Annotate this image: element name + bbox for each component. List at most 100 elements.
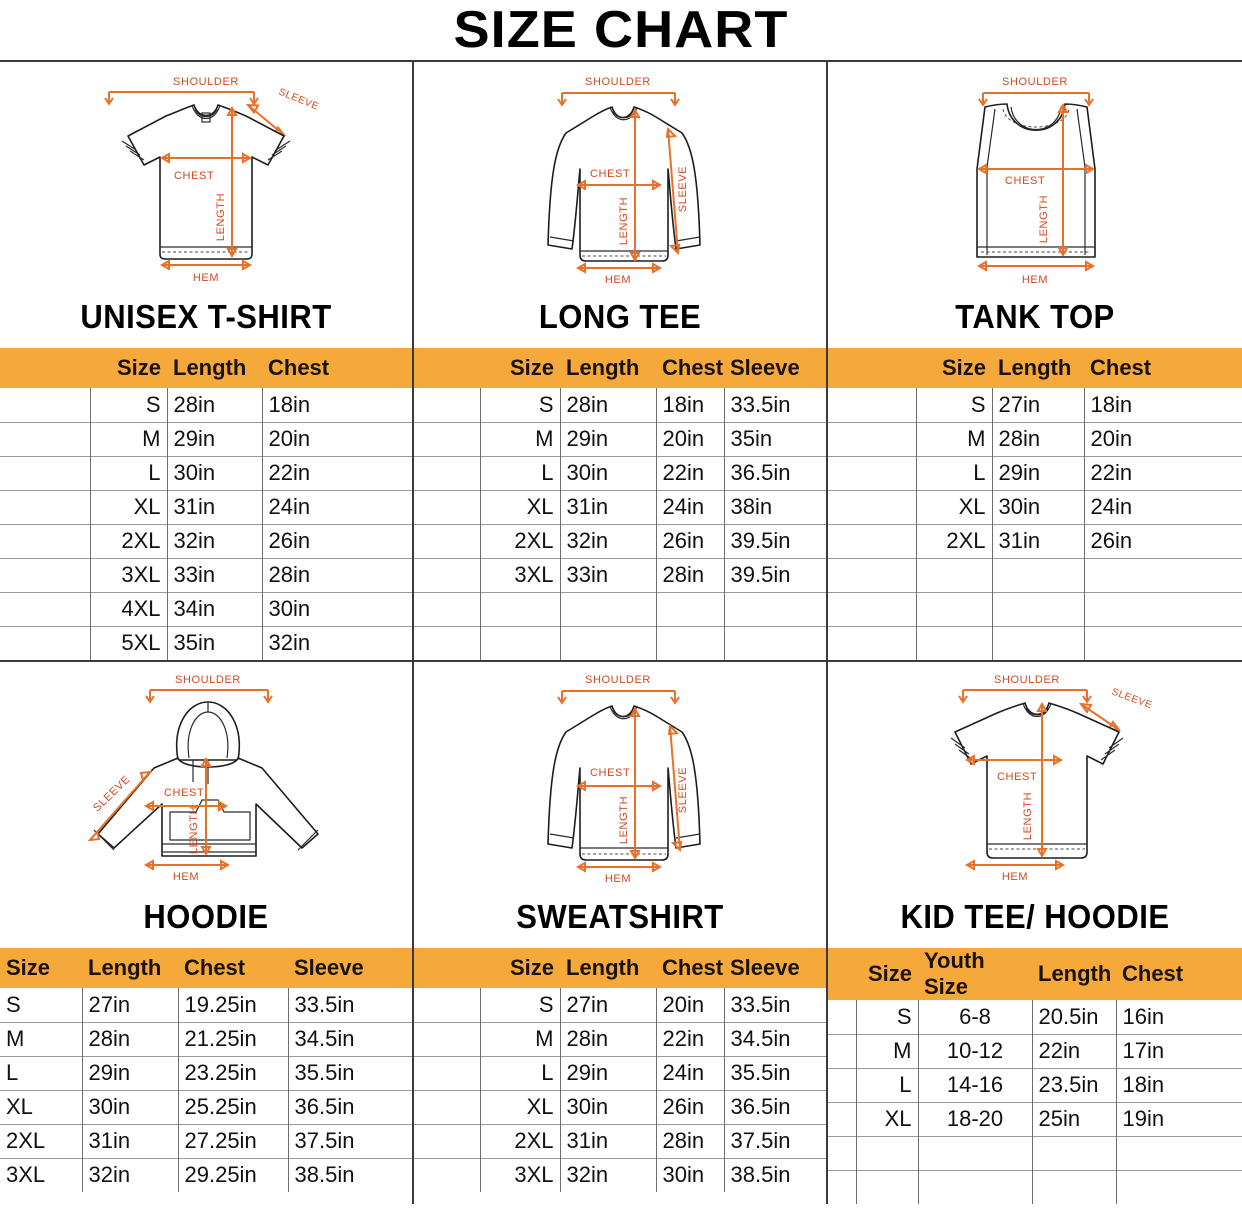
cell-length: 20.5in: [1032, 1000, 1117, 1034]
cell-length: 25in: [1032, 1101, 1117, 1136]
cell-length: 32in: [167, 523, 263, 558]
panel-label: LONG TEE: [538, 298, 702, 335]
table-row: XL 31in 24in: [0, 489, 412, 524]
cell-chest: 24in: [262, 489, 412, 524]
table-row: S 27in 19.25in 33.5in: [0, 988, 412, 1022]
cell-size: XL: [90, 489, 168, 524]
col-header-size: Size: [90, 348, 167, 388]
cell-length: 29in: [167, 421, 263, 456]
col-header-length: Length: [82, 948, 178, 988]
cell-length: 23.5in: [1032, 1067, 1117, 1102]
sweatshirt-diagram-icon: SHOULDER CHEST LENGTH SLEEVE: [414, 662, 826, 892]
panel-label: KID TEE/ HOODIE: [900, 898, 1170, 935]
table-row: L 29in 23.25in 35.5in: [0, 1055, 412, 1090]
cell-size: XL: [916, 489, 993, 524]
table-row: L 29in 22in: [828, 455, 1242, 490]
size-table-kid-tee-hoodie: Size Youth Size Length Chest S 6-8 20.5in 1…: [828, 948, 1242, 1204]
cell-sleeve: 34.5in: [288, 1021, 412, 1056]
cell-length: 34in: [167, 591, 263, 626]
panel-row-top: SHOULDER SLEEVE: [0, 62, 1242, 660]
dim-chest-label: CHEST: [590, 168, 630, 180]
cell-size: L: [916, 455, 993, 490]
cell-size: L: [480, 455, 561, 490]
cell-chest: 27.25in: [178, 1123, 289, 1158]
dim-shoulder-label: SHOULDER: [585, 76, 651, 88]
cell-chest: 18in: [656, 388, 725, 422]
cell-sleeve: 35.5in: [724, 1055, 826, 1090]
table-row: XL 31in 24in 38in: [414, 489, 826, 524]
cell-chest: 26in: [1084, 523, 1242, 558]
cell-size: S: [916, 388, 993, 422]
dim-sleeve-label: SLEEVE: [277, 87, 321, 113]
table-row: 2XL 31in 26in: [828, 523, 1242, 558]
cell-size: L: [0, 1055, 83, 1090]
page-title: SIZE CHART: [453, 1, 789, 59]
table-row: 4XL 34in 30in: [0, 591, 412, 626]
cell-length: 29in: [992, 455, 1085, 490]
table-header-row: Size Length Chest: [828, 348, 1242, 388]
cell-sleeve: 35in: [724, 421, 826, 456]
panel-sweatshirt: SHOULDER CHEST LENGTH SLEEVE: [414, 662, 828, 1204]
cell-size: 5XL: [90, 625, 168, 660]
table-row: 2XL 32in 26in: [0, 523, 412, 558]
table-row: M 10-12 22in 17in: [828, 1033, 1242, 1068]
dim-sleeve-label: SLEEVE: [677, 166, 689, 212]
table-row: M 28in 22in 34.5in: [414, 1021, 826, 1056]
table-row: 3XL 32in 30in 38.5in: [414, 1157, 826, 1192]
cell-length: 22in: [1032, 1033, 1117, 1068]
cell-size: XL: [480, 1089, 561, 1124]
panel-long-tee: SHOULDER CHEST LENGTH SLEEVE: [414, 62, 828, 660]
cell-chest: 30in: [262, 591, 412, 626]
cell-chest: 28in: [262, 557, 412, 592]
dim-length-label: LENGTH: [618, 197, 630, 245]
cell-length: 29in: [82, 1055, 179, 1090]
cell-size: XL: [856, 1101, 919, 1136]
col-header-length: Length: [1032, 948, 1116, 1000]
panel-row-bottom: SHOULDER CHEST: [0, 662, 1242, 1204]
table-row-empty: [414, 591, 826, 626]
dim-chest-label: CHEST: [997, 771, 1037, 783]
cell-chest: 20in: [656, 988, 725, 1022]
dim-hem-label: HEM: [605, 873, 631, 885]
cell-youth-size: 10-12: [918, 1033, 1033, 1068]
table-row: 3XL 32in 29.25in 38.5in: [0, 1157, 412, 1192]
col-header-size: Size: [0, 948, 82, 988]
cell-sleeve: 39.5in: [724, 557, 826, 592]
cell-length: 33in: [167, 557, 263, 592]
col-header-size: Size: [856, 948, 918, 1000]
col-header-size: Size: [480, 948, 560, 988]
dim-hem-label: HEM: [173, 871, 199, 883]
size-table-hoodie: Size Length Chest Sleeve S 27in 19.25in 33.…: [0, 948, 412, 1192]
size-table-sweatshirt: Size Length Chest Sleeve S 27in 20in 33.5in…: [414, 948, 826, 1192]
cell-sleeve: 33.5in: [288, 988, 412, 1022]
cell-chest: 16in: [1116, 1000, 1242, 1034]
table-row-empty: [828, 557, 1242, 592]
cell-size: L: [90, 455, 168, 490]
cell-sleeve: 34.5in: [724, 1021, 826, 1056]
table-row-empty: [828, 625, 1242, 660]
long-sleeve-tee-diagram-icon: SHOULDER CHEST LENGTH SLEEVE: [414, 62, 826, 292]
cell-chest: 18in: [1116, 1067, 1242, 1102]
dim-length-label: LENGTH: [1022, 792, 1034, 840]
cell-chest: 17in: [1116, 1033, 1242, 1068]
cell-size: M: [0, 1021, 83, 1056]
table-row: XL 30in 26in 36.5in: [414, 1089, 826, 1124]
table-row: XL 30in 24in: [828, 489, 1242, 524]
cell-chest: 22in: [1084, 455, 1242, 490]
dim-sleeve-label: SLEEVE: [677, 767, 689, 813]
cell-chest: 32in: [262, 625, 412, 660]
cell-chest: 24in: [656, 489, 725, 524]
dim-chest-label: CHEST: [174, 170, 214, 182]
cell-size: 3XL: [0, 1157, 83, 1192]
table-header-row: Size Length Chest Sleeve: [414, 948, 826, 988]
blank-header: [414, 348, 480, 388]
cell-chest: 26in: [262, 523, 412, 558]
cell-length: 32in: [82, 1157, 179, 1192]
panel-hoodie: SHOULDER CHEST: [0, 662, 414, 1204]
panel-tank-top: SHOULDER CHEST LENGTH HEM: [828, 62, 1242, 660]
cell-size: 3XL: [480, 1157, 561, 1192]
cell-length: 33in: [560, 557, 657, 592]
cell-size: L: [480, 1055, 561, 1090]
